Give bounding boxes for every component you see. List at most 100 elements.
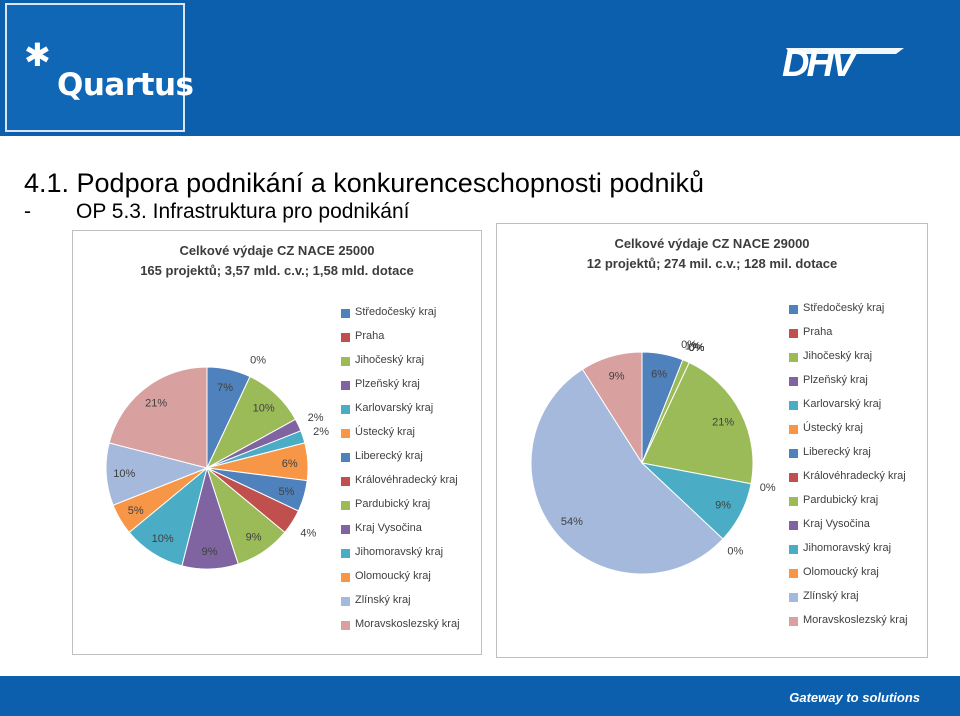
legend-swatch — [341, 549, 350, 558]
logo-text: Quartus — [57, 67, 194, 103]
legend-swatch — [789, 353, 798, 362]
pie-slice-moravskoslezsky-kraj — [108, 366, 208, 469]
legend-label: Jihomoravský kraj — [355, 546, 444, 558]
chart-title: Celkové výdaje CZ NACE 29000 — [614, 236, 810, 251]
quartus-logo: ✱ Quartus — [5, 3, 194, 132]
star-icon: ✱ — [24, 37, 51, 73]
data-label-kraj-vysocina: 0% — [760, 482, 776, 494]
data-label-ustecky-kraj: 6% — [282, 458, 298, 470]
data-label-plzensky-kraj: 2% — [308, 412, 324, 424]
legend-swatch — [789, 521, 798, 530]
data-label-ustecky-kraj: 0% — [689, 342, 705, 354]
slide-title: 4.1. Podpora podnikání a konkurenceschop… — [24, 168, 704, 198]
partner-logo-text: DHV — [782, 43, 856, 85]
legend-swatch — [341, 621, 350, 630]
legend-label: Moravskoslezský kraj — [355, 618, 460, 630]
data-label-jihocesky-kraj: 10% — [253, 403, 275, 415]
pie-chart-nace-25000: 7% 0% 10% 2% 2% 6% 5% 4% 9% 9% 10% 5% 10% 21% — [105, 354, 329, 570]
legend-swatch — [789, 401, 798, 410]
legend-label: Praha — [355, 330, 385, 342]
chart-subtitle: 165 projektů; 3,57 mld. c.v.; 1,58 mld. … — [140, 263, 414, 278]
legend-swatch — [341, 381, 350, 390]
pie-chart-nace-29000: 6%0%1%0%0%0%0%0%21%0%9%0%54%9% — [530, 339, 776, 575]
legend-label: Středočeský kraj — [803, 302, 885, 314]
data-label-zlinsky-kraj: 54% — [561, 516, 583, 528]
data-label-karlovarsky-kraj: 2% — [313, 426, 329, 438]
legend-swatch — [341, 357, 350, 366]
data-label-jihocesky-kraj: 1% — [685, 341, 701, 353]
legend-label: Jihočeský kraj — [355, 354, 425, 366]
data-label-moravskoslezsky-kraj: 9% — [609, 371, 625, 383]
data-label-olomoucky-kraj: 5% — [128, 505, 144, 517]
data-label-olomoucky-kraj: 0% — [727, 546, 743, 558]
legend-label: Královéhradecký kraj — [803, 470, 906, 482]
data-label-jihomoravsky-kraj: 9% — [715, 499, 731, 511]
legend-swatch — [341, 429, 350, 438]
partner-logo — [786, 48, 904, 54]
legend-swatch — [789, 377, 798, 386]
data-label-zlinsky-kraj: 10% — [113, 468, 135, 480]
chart-panel-nace-29000: Celkové výdaje CZ NACE 29000 12 projektů… — [496, 223, 928, 658]
data-label-pardubicky-kraj: 21% — [712, 417, 734, 429]
data-label-pardubicky-kraj: 9% — [246, 532, 262, 544]
legend-label: Královéhradecký kraj — [355, 474, 458, 486]
data-label-plzensky-kraj: 0% — [689, 342, 705, 354]
legend-swatch — [789, 473, 798, 482]
legend-swatch — [341, 477, 350, 486]
legend-label: Zlínský kraj — [355, 594, 411, 606]
legend-label: Zlínský kraj — [803, 590, 859, 602]
legend-swatch — [341, 453, 350, 462]
legend-label: Ústecký kraj — [803, 422, 863, 434]
data-label-jihomoravsky-kraj: 10% — [152, 533, 174, 545]
legend-label: Moravskoslezský kraj — [803, 614, 908, 626]
legend-label: Karlovarský kraj — [803, 398, 882, 410]
legend-label: Olomoucký kraj — [355, 570, 431, 582]
legend-label: Liberecký kraj — [803, 446, 871, 458]
legend-label: Pardubický kraj — [803, 494, 879, 506]
chart-title: Celkové výdaje CZ NACE 25000 — [179, 243, 375, 258]
legend-swatch — [789, 329, 798, 338]
legend-label: Ústecký kraj — [355, 426, 415, 438]
pie-slice-pardubicky-kraj — [641, 361, 754, 485]
legend-swatch — [341, 405, 350, 414]
legend-label: Plzeňský kraj — [355, 378, 420, 390]
legend-label: Kraj Vysočina — [803, 518, 870, 530]
legend-label: Kraj Vysočina — [355, 522, 422, 534]
legend-label: Karlovarský kraj — [355, 402, 434, 414]
pie-slice-zlinsky-kraj — [530, 368, 724, 575]
legend-swatch — [789, 449, 798, 458]
legend-swatch — [789, 593, 798, 602]
footer-band: Gateway to solutions — [0, 676, 960, 716]
data-label-stredocesky-kraj: 7% — [217, 382, 233, 394]
subtitle-text: OP 5.3. Infrastruktura pro podnikání — [76, 200, 410, 223]
legend-swatch — [341, 525, 350, 534]
chart-subtitle: 12 projektů; 274 mil. c.v.; 128 mil. dot… — [586, 256, 838, 271]
legend-swatch — [789, 497, 798, 506]
slide-subtitle: - OP 5.3. Infrastruktura pro podnikání — [24, 200, 409, 224]
data-label-praha: 0% — [681, 339, 697, 351]
legend-swatch — [789, 545, 798, 554]
data-label-karlovarsky-kraj: 0% — [689, 342, 705, 354]
legend-label: Plzeňský kraj — [803, 374, 868, 386]
subtitle-dash: - — [24, 200, 31, 223]
legend-swatch — [789, 617, 798, 626]
data-label-stredocesky-kraj: 6% — [651, 369, 667, 381]
legend-label: Středočeský kraj — [355, 306, 437, 318]
legend-label: Jihočeský kraj — [803, 350, 873, 362]
pie-slice-moravskoslezsky-kraj — [581, 351, 643, 465]
data-label-kralovehradecky-kraj: 4% — [300, 527, 316, 539]
legend-swatch — [341, 333, 350, 342]
data-label-liberecky-kraj: 0% — [689, 342, 705, 354]
legend-swatch — [341, 309, 350, 318]
legend-swatch — [341, 501, 350, 510]
legend-label: Olomoucký kraj — [803, 566, 879, 578]
data-label-kralovehradecky-kraj: 0% — [689, 342, 705, 354]
legend-label: Pardubický kraj — [355, 498, 431, 510]
legend-label: Jihomoravský kraj — [803, 542, 892, 554]
footer-tagline: Gateway to solutions — [789, 690, 920, 705]
data-label-praha: 0% — [250, 354, 266, 366]
data-label-moravskoslezsky-kraj: 21% — [145, 398, 167, 410]
legend-label: Praha — [803, 326, 833, 338]
legend-swatch — [789, 305, 798, 314]
legend-swatch — [789, 425, 798, 434]
